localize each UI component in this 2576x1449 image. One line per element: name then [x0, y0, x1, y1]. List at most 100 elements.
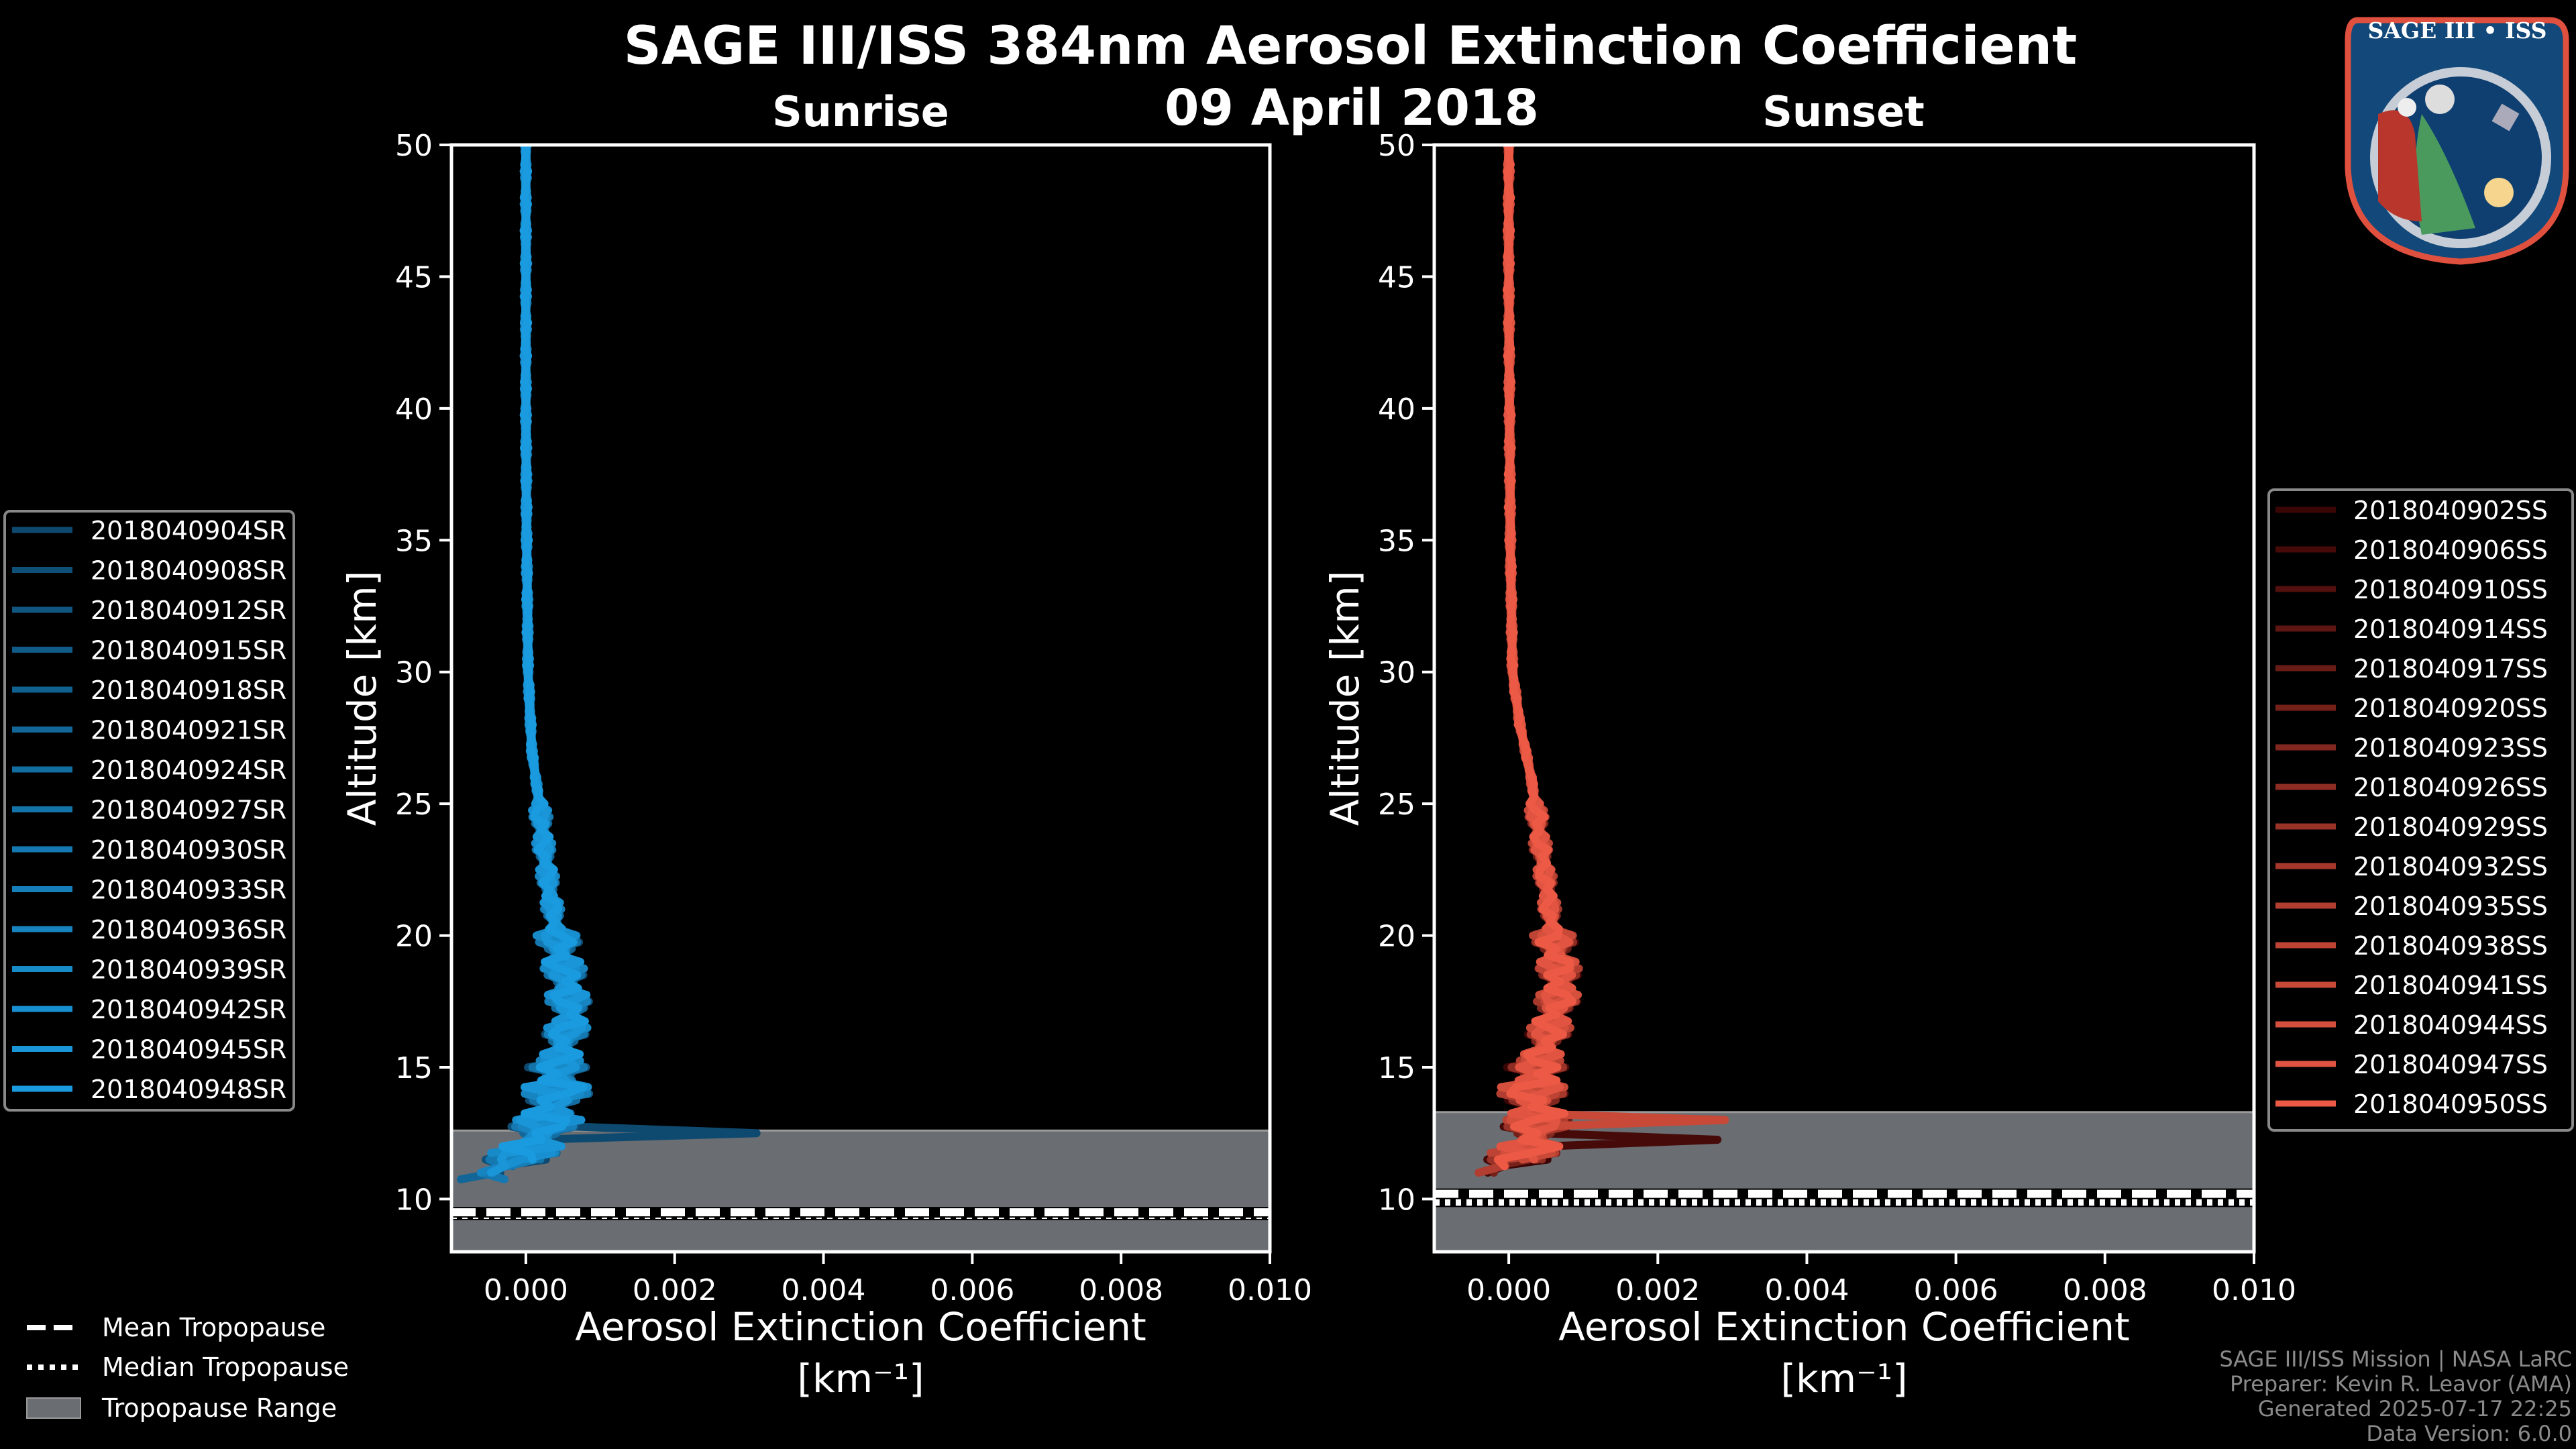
legend-item: 2018040947SS — [2275, 1050, 2548, 1079]
sunset-axes-frame — [1432, 143, 2256, 1254]
legend-item: 2018040927SR — [12, 796, 286, 825]
sunset-xtick-label: 0.006 — [1914, 1273, 1998, 1307]
legend-label: 2018040914SS — [2353, 614, 2548, 644]
sunrise-axes-frame — [449, 143, 1272, 1254]
legend-item: 2018040938SS — [2275, 931, 2548, 961]
legend-label: 2018040948SR — [91, 1075, 286, 1104]
sunrise-ytick-label: 35 — [395, 524, 433, 558]
legend-item: 2018040923SS — [2275, 733, 2548, 763]
legend-item: 2018040941SS — [2275, 971, 2548, 1000]
sunset-ytick-label: 10 — [1378, 1183, 1415, 1217]
legend-item: 2018040944SS — [2275, 1010, 2548, 1040]
legend-item: 2018040935SS — [2275, 892, 2548, 921]
legend-label: 2018040915SR — [91, 636, 286, 665]
sunrise-ytick-label: 10 — [395, 1183, 433, 1217]
credits: SAGE III/ISS Mission | NASA LaRC Prepare… — [2219, 1346, 2572, 1446]
sunset-ytick-label: 35 — [1378, 524, 1415, 558]
sunset-plot-area — [1434, 145, 2254, 1252]
legend-item: 2018040918SR — [12, 676, 286, 705]
legend-label: 2018040904SR — [91, 516, 286, 545]
legend-label: 2018040908SR — [91, 556, 286, 586]
legend-item: 2018040926SS — [2275, 773, 2548, 802]
legend-label: 2018040927SR — [91, 796, 286, 825]
sunset-ytick-label: 50 — [1378, 129, 1415, 163]
panel-title-sunrise: Sunrise — [772, 87, 949, 136]
sunrise-ytick-label: 40 — [395, 392, 433, 427]
sunrise-ytick-label: 20 — [395, 920, 433, 954]
legend-item: 2018040950SS — [2275, 1089, 2548, 1119]
sunset-ytick-label: 30 — [1378, 656, 1415, 690]
sunrise-xtick-label: 0.008 — [1079, 1273, 1163, 1307]
legend-item: 2018040930SR — [12, 835, 286, 865]
legend-item: 2018040921SR — [12, 716, 286, 745]
sunrise-ytick-label: 45 — [395, 260, 433, 294]
sunset-legend: 2018040902SS 2018040906SS 2018040910SS 2018… — [2267, 488, 2574, 1132]
sunset-xtick-label: 0.010 — [2212, 1273, 2296, 1307]
legend-label: 2018040944SS — [2353, 1010, 2548, 1040]
sunset-ytick-label: 25 — [1378, 788, 1415, 822]
legend-item: 2018040929SS — [2275, 812, 2548, 842]
median-tropopause-label: Median Tropopause — [102, 1352, 349, 1382]
sunset-panel: 0.000 0.002 0.004 0.006 0.008 0.010 10 15 20 25 30… — [1378, 129, 2296, 1307]
sunrise-xtick-label: 0.002 — [633, 1273, 717, 1307]
legend-item: 2018040917SS — [2275, 654, 2548, 684]
legend-label: 2018040933SR — [91, 875, 286, 905]
legend-item: 2018040939SR — [12, 955, 286, 985]
tropopause-range-swatch — [26, 1397, 81, 1419]
legend-item: 2018040920SS — [2275, 694, 2548, 723]
legend-label: 2018040912SR — [91, 596, 286, 625]
logo-title: SAGE III • ISS — [2367, 17, 2546, 44]
legend-label: 2018040932SS — [2353, 852, 2548, 881]
legend-label: 2018040935SS — [2353, 892, 2548, 921]
legend-label: 2018040930SR — [91, 835, 286, 865]
legend-label: 2018040902SS — [2353, 496, 2548, 525]
legend-item: 2018040915SR — [12, 636, 286, 665]
legend-label: 2018040906SS — [2353, 535, 2548, 565]
panel-title-sunset: Sunset — [1762, 87, 1925, 136]
sunset-ytick-label: 40 — [1378, 392, 1415, 427]
legend-label: 2018040920SS — [2353, 694, 2548, 723]
sunset-ytick-label: 20 — [1378, 920, 1415, 954]
legend-label: 2018040917SS — [2353, 654, 2548, 684]
legend-label: 2018040942SR — [91, 995, 286, 1024]
sunrise-ytick-label: 30 — [395, 656, 433, 690]
legend-label: 2018040924SR — [91, 755, 286, 785]
legend-label: 2018040938SS — [2353, 931, 2548, 961]
legend-label: 2018040923SS — [2353, 733, 2548, 763]
sunset-profiles — [1474, 145, 1729, 1177]
sunset-ylabel: Altitude [km] — [1322, 571, 1368, 826]
sunset-xtick-label: 0.000 — [1466, 1273, 1551, 1307]
tropopause-range-label: Tropopause Range — [101, 1393, 337, 1423]
sunrise-tropopause-range — [450, 1129, 1271, 1253]
legend-item: 2018040904SR — [12, 516, 286, 545]
legend-item: 2018040908SR — [12, 556, 286, 586]
legend-item: 2018040906SS — [2275, 535, 2548, 565]
credit-data-version: Data Version: 6.0.0 — [2366, 1421, 2572, 1446]
sunrise-xunit: [km⁻¹] — [797, 1356, 924, 1401]
legend-label: 2018040926SS — [2353, 773, 2548, 802]
legend-item: 2018040914SS — [2275, 614, 2548, 644]
sunset-xtick-label: 0.002 — [1615, 1273, 1700, 1307]
legend-item: 2018040945SR — [12, 1035, 286, 1065]
legend-label: 2018040947SS — [2353, 1050, 2548, 1079]
sunrise-profiles — [456, 145, 761, 1183]
legend-item: 2018040924SR — [12, 755, 286, 785]
legend-item: 2018040933SR — [12, 875, 286, 905]
legend-item: 2018040942SR — [12, 995, 286, 1024]
sunrise-ytick-label: 50 — [395, 129, 433, 163]
credit-mission: SAGE III/ISS Mission | NASA LaRC — [2219, 1346, 2572, 1372]
sunrise-ytick-label: 25 — [395, 788, 433, 822]
mean-tropopause-label: Mean Tropopause — [102, 1313, 325, 1342]
legend-label: 2018040929SS — [2353, 812, 2548, 842]
sunset-xtick-label: 0.004 — [1764, 1273, 1849, 1307]
date-subtitle: 09 April 2018 — [1165, 79, 1539, 137]
legend-label: 2018040921SR — [91, 716, 286, 745]
sunrise-xtick-label: 0.006 — [930, 1273, 1014, 1307]
sunrise-ytick-label: 15 — [395, 1051, 433, 1085]
sunset-xlabel: Aerosol Extinction Coefficient — [1558, 1304, 2130, 1350]
credit-generated: Generated 2025-07-17 22:25 — [2258, 1396, 2572, 1421]
sunrise-xlabel: Aerosol Extinction Coefficient — [575, 1304, 1146, 1350]
legend-label: 2018040936SR — [91, 915, 286, 945]
sage-iii-iss-mission-logo: SAGE III • ISS — [2345, 17, 2569, 265]
